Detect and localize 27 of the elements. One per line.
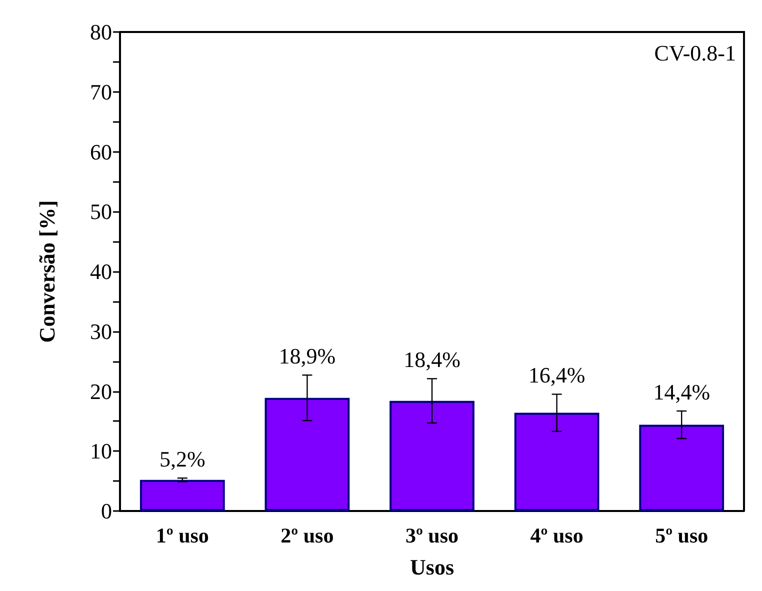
y-tick-label: 0 — [101, 498, 112, 524]
data-label: 18,4% — [404, 347, 460, 372]
x-tick-label: 5º uso — [655, 524, 708, 548]
data-label: 16,4% — [528, 362, 586, 388]
y-tick-label: 80 — [90, 20, 112, 44]
y-tick-label: 70 — [90, 79, 112, 104]
y-tick-label: 40 — [90, 259, 112, 284]
data-label: 5,2% — [159, 446, 206, 472]
x-tick-label: 2º uso — [280, 524, 334, 548]
y-tick-label: 30 — [90, 318, 112, 344]
y-tick-label: 10 — [90, 438, 112, 464]
data-label: 18,9% — [278, 344, 336, 369]
x-tick-label: 4º uso — [530, 524, 584, 548]
bar — [639, 424, 724, 511]
bar — [264, 398, 350, 511]
x-axis-title: Usos — [410, 554, 454, 580]
bar — [140, 480, 225, 511]
x-tick-label: 1º uso — [156, 524, 209, 548]
y-axis-title: Conversão [%] — [34, 200, 60, 343]
y-tick-label: 20 — [90, 378, 112, 404]
annotation: CV-0.8-1 — [654, 40, 736, 66]
bar — [514, 412, 600, 511]
data-label: 14,4% — [653, 380, 710, 405]
y-tick-label: 50 — [90, 199, 112, 224]
x-tick-label: 3º uso — [405, 524, 459, 548]
bar — [390, 400, 474, 511]
y-tick-label: 60 — [90, 139, 112, 164]
